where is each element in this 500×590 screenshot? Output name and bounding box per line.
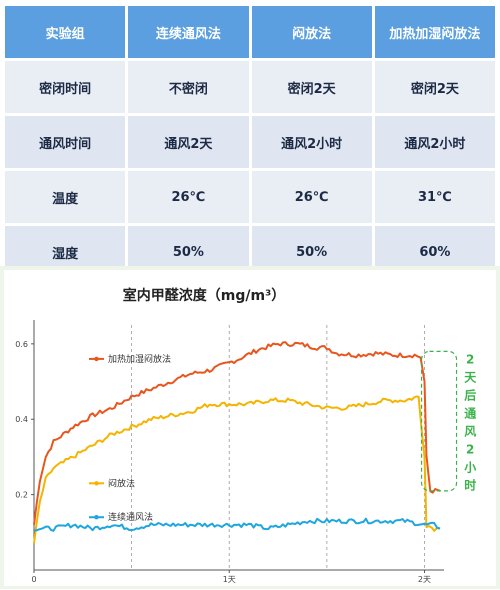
annotation-char: 时 <box>464 477 476 492</box>
comparison-table-panel: 实验组 连续通风法 闷放法 加热加湿闷放法 密闭时间 不密闭 密闭2天 密闭2天… <box>0 0 500 278</box>
table-cell: 26℃ <box>251 171 372 223</box>
x-tick-label: 1天 <box>223 575 236 584</box>
table-cell: 通风2天 <box>128 116 249 168</box>
table-row: 密闭时间 不密闭 密闭2天 密闭2天 <box>5 61 495 113</box>
table-row: 温度 26℃ 26℃ 31℃ <box>5 171 495 223</box>
table-header-cell: 加热加湿闷放法 <box>374 6 495 58</box>
legend-marker-dot <box>94 515 99 520</box>
series-line <box>33 395 441 544</box>
annotation-char: 2 <box>466 442 474 456</box>
annotation-char: 后 <box>464 387 476 402</box>
table-cell: 密闭2天 <box>374 61 495 113</box>
table-cell: 不密闭 <box>128 61 249 113</box>
annotation-char: 通 <box>464 405 476 420</box>
annotation-char: 天 <box>464 370 477 384</box>
table-cell: 通风2小时 <box>374 116 495 168</box>
legend-marker-dot <box>94 356 99 362</box>
table-cell: 31℃ <box>374 171 495 223</box>
table-header-cell: 实验组 <box>5 6 126 58</box>
chart-title: 室内甲醛浓度（mg/m³） <box>123 287 285 304</box>
comparison-table: 实验组 连续通风法 闷放法 加热加湿闷放法 密闭时间 不密闭 密闭2天 密闭2天… <box>2 3 498 281</box>
annotation-char: 小 <box>464 459 476 474</box>
legend-label: 加热加湿闷放法 <box>108 353 171 365</box>
table-cell: 密闭时间 <box>5 61 126 113</box>
table-cell: 通风时间 <box>5 116 126 168</box>
y-tick-label: 0.4 <box>15 415 28 424</box>
table-header-cell: 连续通风法 <box>128 6 249 58</box>
annotation-box <box>420 350 458 492</box>
x-tick-label: 2天 <box>418 575 431 584</box>
chart-panel: 室内甲醛浓度（mg/m³） 0.2 0.4 0.6 0 1天 2天 加热加湿闷放法 闷放法 连续… <box>0 266 500 589</box>
legend-marker-dot <box>94 481 99 486</box>
series-line <box>34 517 441 532</box>
legend-label: 连续通风法 <box>108 511 153 523</box>
table-row: 通风时间 通风2天 通风2小时 通风2小时 <box>5 116 495 168</box>
table-header-row: 实验组 连续通风法 闷放法 加热加湿闷放法 <box>5 6 495 58</box>
annotation-char: 2 <box>466 352 474 366</box>
table-cell: 温度 <box>5 171 126 223</box>
y-tick-label: 0.2 <box>15 491 28 500</box>
series-line <box>33 341 441 525</box>
table-header-cell: 闷放法 <box>251 6 372 58</box>
y-tick-label: 0.6 <box>15 340 28 349</box>
x-tick-label: 0 <box>31 575 36 584</box>
legend-label: 闷放法 <box>108 477 135 489</box>
table-cell: 密闭2天 <box>251 61 372 113</box>
table-cell: 通风2小时 <box>251 116 372 168</box>
table-cell: 26℃ <box>128 171 249 223</box>
annotation-char: 风 <box>464 424 476 438</box>
formaldehyde-line-chart: 室内甲醛浓度（mg/m³） 0.20.40.60 1天 2天加热加湿闷放法闷放法连续… <box>15 287 477 584</box>
chart-card: 室内甲醛浓度（mg/m³） 0.2 0.4 0.6 0 1天 2天 加热加湿闷放法 闷放法 连续… <box>4 270 496 586</box>
